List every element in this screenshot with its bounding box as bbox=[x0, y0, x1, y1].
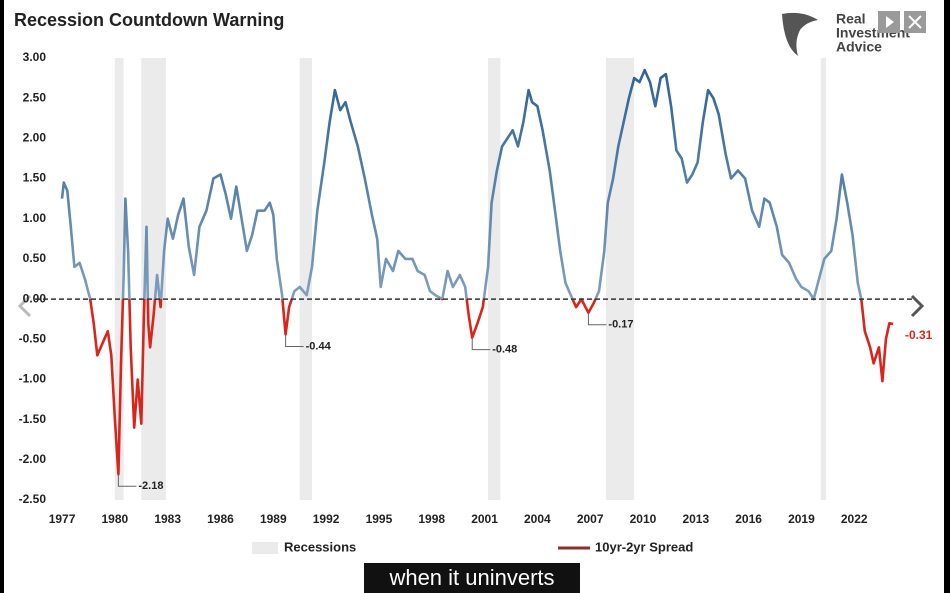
x-tick-label: 2001 bbox=[471, 512, 498, 526]
caption-box bbox=[364, 563, 580, 593]
annotation-label: -0.17 bbox=[608, 319, 633, 331]
x-tick-label: 1992 bbox=[313, 512, 340, 526]
x-tick-label: 1989 bbox=[260, 512, 287, 526]
logo-text: Advice bbox=[836, 39, 882, 55]
recession-band bbox=[114, 58, 124, 500]
y-tick-label: 1.50 bbox=[23, 171, 47, 185]
x-tick-label: 2004 bbox=[524, 512, 551, 526]
caption: when it uninverts bbox=[388, 565, 554, 590]
annotation-label: -0.44 bbox=[306, 340, 332, 352]
logo-mark bbox=[782, 12, 818, 56]
x-tick-label: 2016 bbox=[735, 512, 762, 526]
y-tick-label: 0.00 bbox=[23, 291, 47, 305]
spread-line bbox=[60, 68, 894, 476]
x-tick-label: 2019 bbox=[788, 512, 815, 526]
close-icon bbox=[908, 15, 922, 29]
plot: 3.00 2.50 2.00 1.50 1.00 0.50 0.00 -0.50 -1.00 -1… bbox=[19, 50, 933, 554]
legend-swatch bbox=[252, 542, 278, 554]
annotation-leader bbox=[471, 337, 491, 351]
recession-band bbox=[299, 58, 313, 500]
recession-band bbox=[488, 58, 501, 500]
x-tick-label: 2007 bbox=[577, 512, 604, 526]
x-tick-label: 1998 bbox=[418, 512, 445, 526]
annotation-leader bbox=[285, 334, 304, 347]
annotation-label: -2.18 bbox=[138, 480, 163, 492]
annotation-leader bbox=[587, 312, 607, 326]
x-tick-label: 1983 bbox=[154, 512, 181, 526]
logo-text: Real bbox=[836, 11, 866, 27]
x-tick-label: 1977 bbox=[49, 512, 76, 526]
annotation-leader bbox=[117, 474, 137, 487]
chart-title: Recession Countdown Warning bbox=[14, 10, 284, 30]
legend-label: Recessions bbox=[284, 539, 356, 554]
recession-band bbox=[606, 58, 635, 500]
x-tick-label: 2013 bbox=[682, 512, 709, 526]
y-tick-label: -2.50 bbox=[19, 492, 47, 506]
x-tick-label: 2010 bbox=[630, 512, 657, 526]
annotation-label: -0.48 bbox=[492, 344, 517, 356]
next-arrow[interactable] bbox=[910, 294, 925, 318]
y-tick-label: 0.50 bbox=[23, 251, 47, 265]
y-tick-label: 2.50 bbox=[23, 90, 47, 104]
y-tick-label: -1.50 bbox=[19, 412, 47, 426]
play-icon bbox=[886, 16, 894, 28]
x-tick-label: 2022 bbox=[841, 512, 868, 526]
y-tick-label: -1.00 bbox=[19, 372, 47, 386]
legend-label: 10yr-2yr Spread bbox=[595, 539, 693, 554]
recession-band bbox=[820, 58, 827, 500]
y-tick-label: 2.00 bbox=[23, 131, 47, 145]
y-tick-label: -0.50 bbox=[19, 331, 47, 345]
y-tick-label: 3.00 bbox=[23, 50, 47, 64]
x-tick-label: 1980 bbox=[102, 512, 129, 526]
y-tick-label: -2.00 bbox=[19, 452, 47, 466]
x-tick-label: 1986 bbox=[207, 512, 234, 526]
y-tick-label: 1.00 bbox=[23, 211, 47, 225]
annotation-label: -0.31 bbox=[905, 328, 933, 342]
x-tick-label: 1995 bbox=[366, 512, 393, 526]
prev-arrow[interactable] bbox=[17, 294, 32, 318]
